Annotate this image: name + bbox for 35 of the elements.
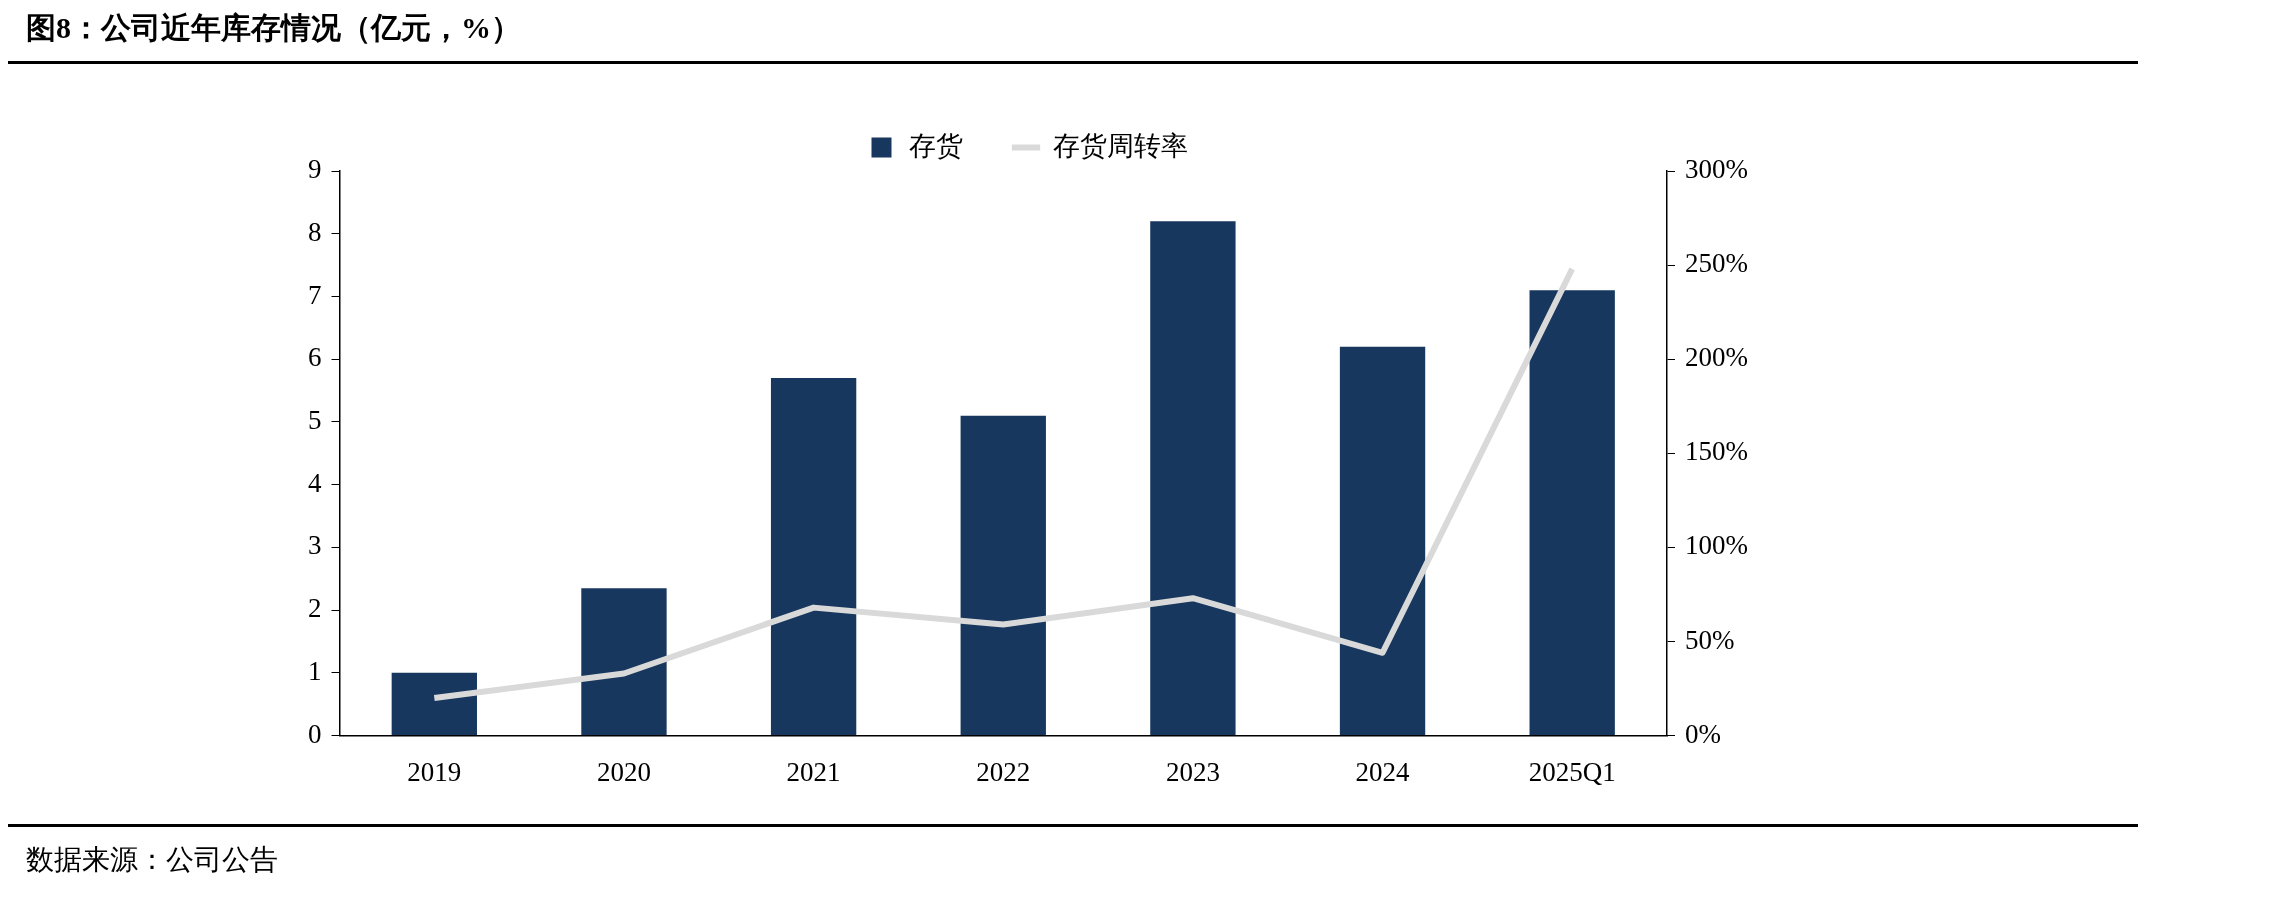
y2-tick-label: 50% <box>1685 624 1735 655</box>
y2-tick-label: 150% <box>1685 436 1749 467</box>
bar <box>581 588 667 736</box>
y2-tick-label: 300% <box>1685 154 1749 185</box>
x-tick-label: 2024 <box>1355 756 1411 787</box>
y-tick-label: 6 <box>308 342 322 373</box>
legend-label: 存货周转率 <box>1053 130 1188 161</box>
bar <box>1529 290 1615 736</box>
bar <box>391 672 477 736</box>
chart-title: 图8：公司近年库存情况（亿元，%） <box>8 8 2138 64</box>
y2-tick-label: 250% <box>1685 248 1749 279</box>
legend-label: 存货 <box>908 130 963 161</box>
y-tick-label: 1 <box>308 655 322 686</box>
y-tick-label: 7 <box>308 279 322 310</box>
y-tick-label: 3 <box>308 530 322 561</box>
y2-tick-label: 100% <box>1685 530 1749 561</box>
y-tick-label: 8 <box>308 216 322 247</box>
source-note: 数据来源：公司公告 <box>26 842 279 878</box>
x-tick-label: 2022 <box>976 756 1031 787</box>
y-tick-label: 2 <box>308 593 322 624</box>
y-tick-label: 9 <box>308 154 322 185</box>
bar <box>960 415 1046 736</box>
x-tick-label: 2025Q1 <box>1528 756 1616 787</box>
bar <box>1150 221 1236 736</box>
x-tick-label: 2023 <box>1165 756 1220 787</box>
x-tick-label: 2019 <box>407 756 462 787</box>
bar <box>770 378 857 736</box>
y2-tick-label: 0% <box>1685 718 1722 749</box>
x-tick-label: 2021 <box>786 756 841 787</box>
y-tick-label: 0 <box>308 718 322 749</box>
y-tick-label: 5 <box>308 405 322 436</box>
x-tick-label: 2020 <box>596 756 651 787</box>
y2-tick-label: 200% <box>1685 342 1749 373</box>
bar <box>1339 346 1426 736</box>
y-tick-label: 4 <box>308 467 322 498</box>
